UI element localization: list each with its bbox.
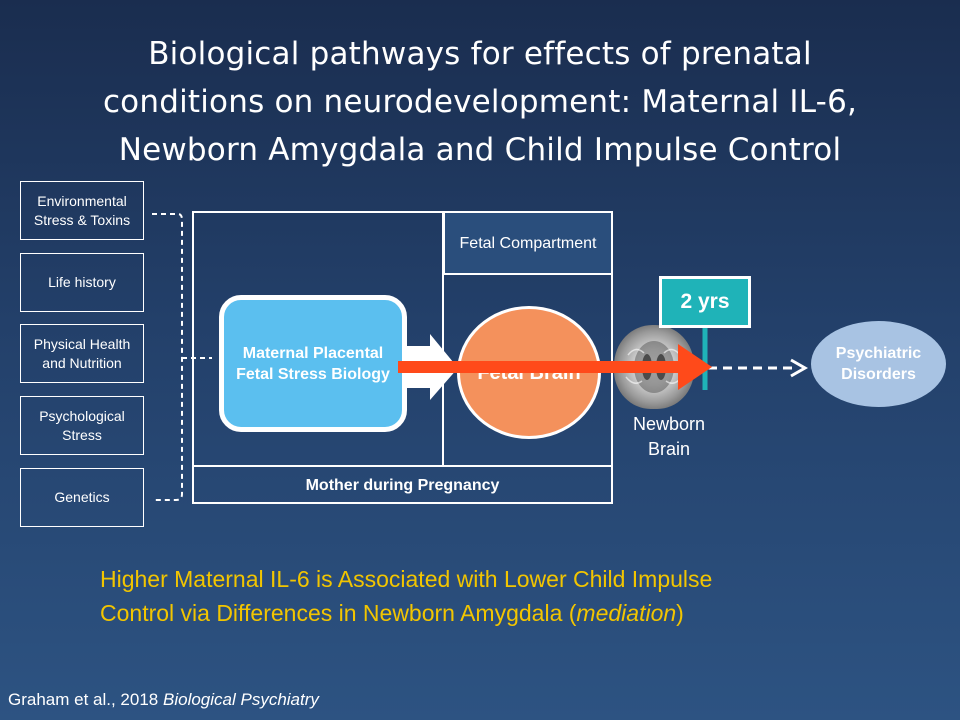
maternal-stress-biology-box: Maternal Placental Fetal Stress Biology (219, 295, 407, 432)
factor-environmental-stress: Environmental Stress & Toxins (20, 181, 144, 240)
finding-caption: Higher Maternal IL-6 is Associated with … (100, 562, 900, 630)
red-arrow-shaft (398, 361, 683, 373)
mother-during-pregnancy-label: Mother during Pregnancy (305, 477, 500, 494)
fetal-compartment-label: Fetal Compartment (443, 211, 613, 275)
caption-line-2: Control via Differences in Newborn Amygd… (100, 596, 900, 630)
citation-authors: Graham et al., 2018 (8, 690, 159, 709)
newborn-brain-label: Newborn Brain (632, 414, 706, 459)
factor-life-history: Life history (20, 253, 144, 312)
caption-line-2-suffix: ) (676, 600, 684, 626)
caption-italic-mediation: mediation (576, 600, 677, 626)
compartment-divider (442, 211, 444, 467)
factor-psychological-stress: Psychological Stress (20, 396, 144, 455)
factor-bracket (152, 213, 183, 501)
title-line-3: Newborn Amygdala and Child Impulse Contr… (118, 132, 842, 168)
factor-genetics: Genetics (20, 468, 144, 527)
dashed-arrowhead (790, 358, 809, 378)
slide-title: Biological pathways for effects of prena… (40, 30, 920, 174)
mother-divider (192, 465, 613, 467)
title-line-2: conditions on neurodevelopment: Maternal… (102, 84, 858, 120)
caption-line-2-prefix: Control via Differences in Newborn Amygd… (100, 600, 577, 626)
factor-physical-health: Physical Health and Nutrition (20, 324, 144, 383)
two-years-label: 2 yrs (659, 276, 751, 328)
caption-line-1: Higher Maternal IL-6 is Associated with … (100, 566, 713, 592)
citation: Graham et al., 2018 Biological Psychiatr… (8, 689, 319, 711)
red-arrowhead (678, 344, 712, 390)
citation-journal: Biological Psychiatry (163, 690, 319, 709)
title-line-1: Biological pathways for effects of prena… (148, 36, 812, 72)
psychiatric-disorders-ellipse: Psychiatric Disorders (811, 321, 946, 407)
